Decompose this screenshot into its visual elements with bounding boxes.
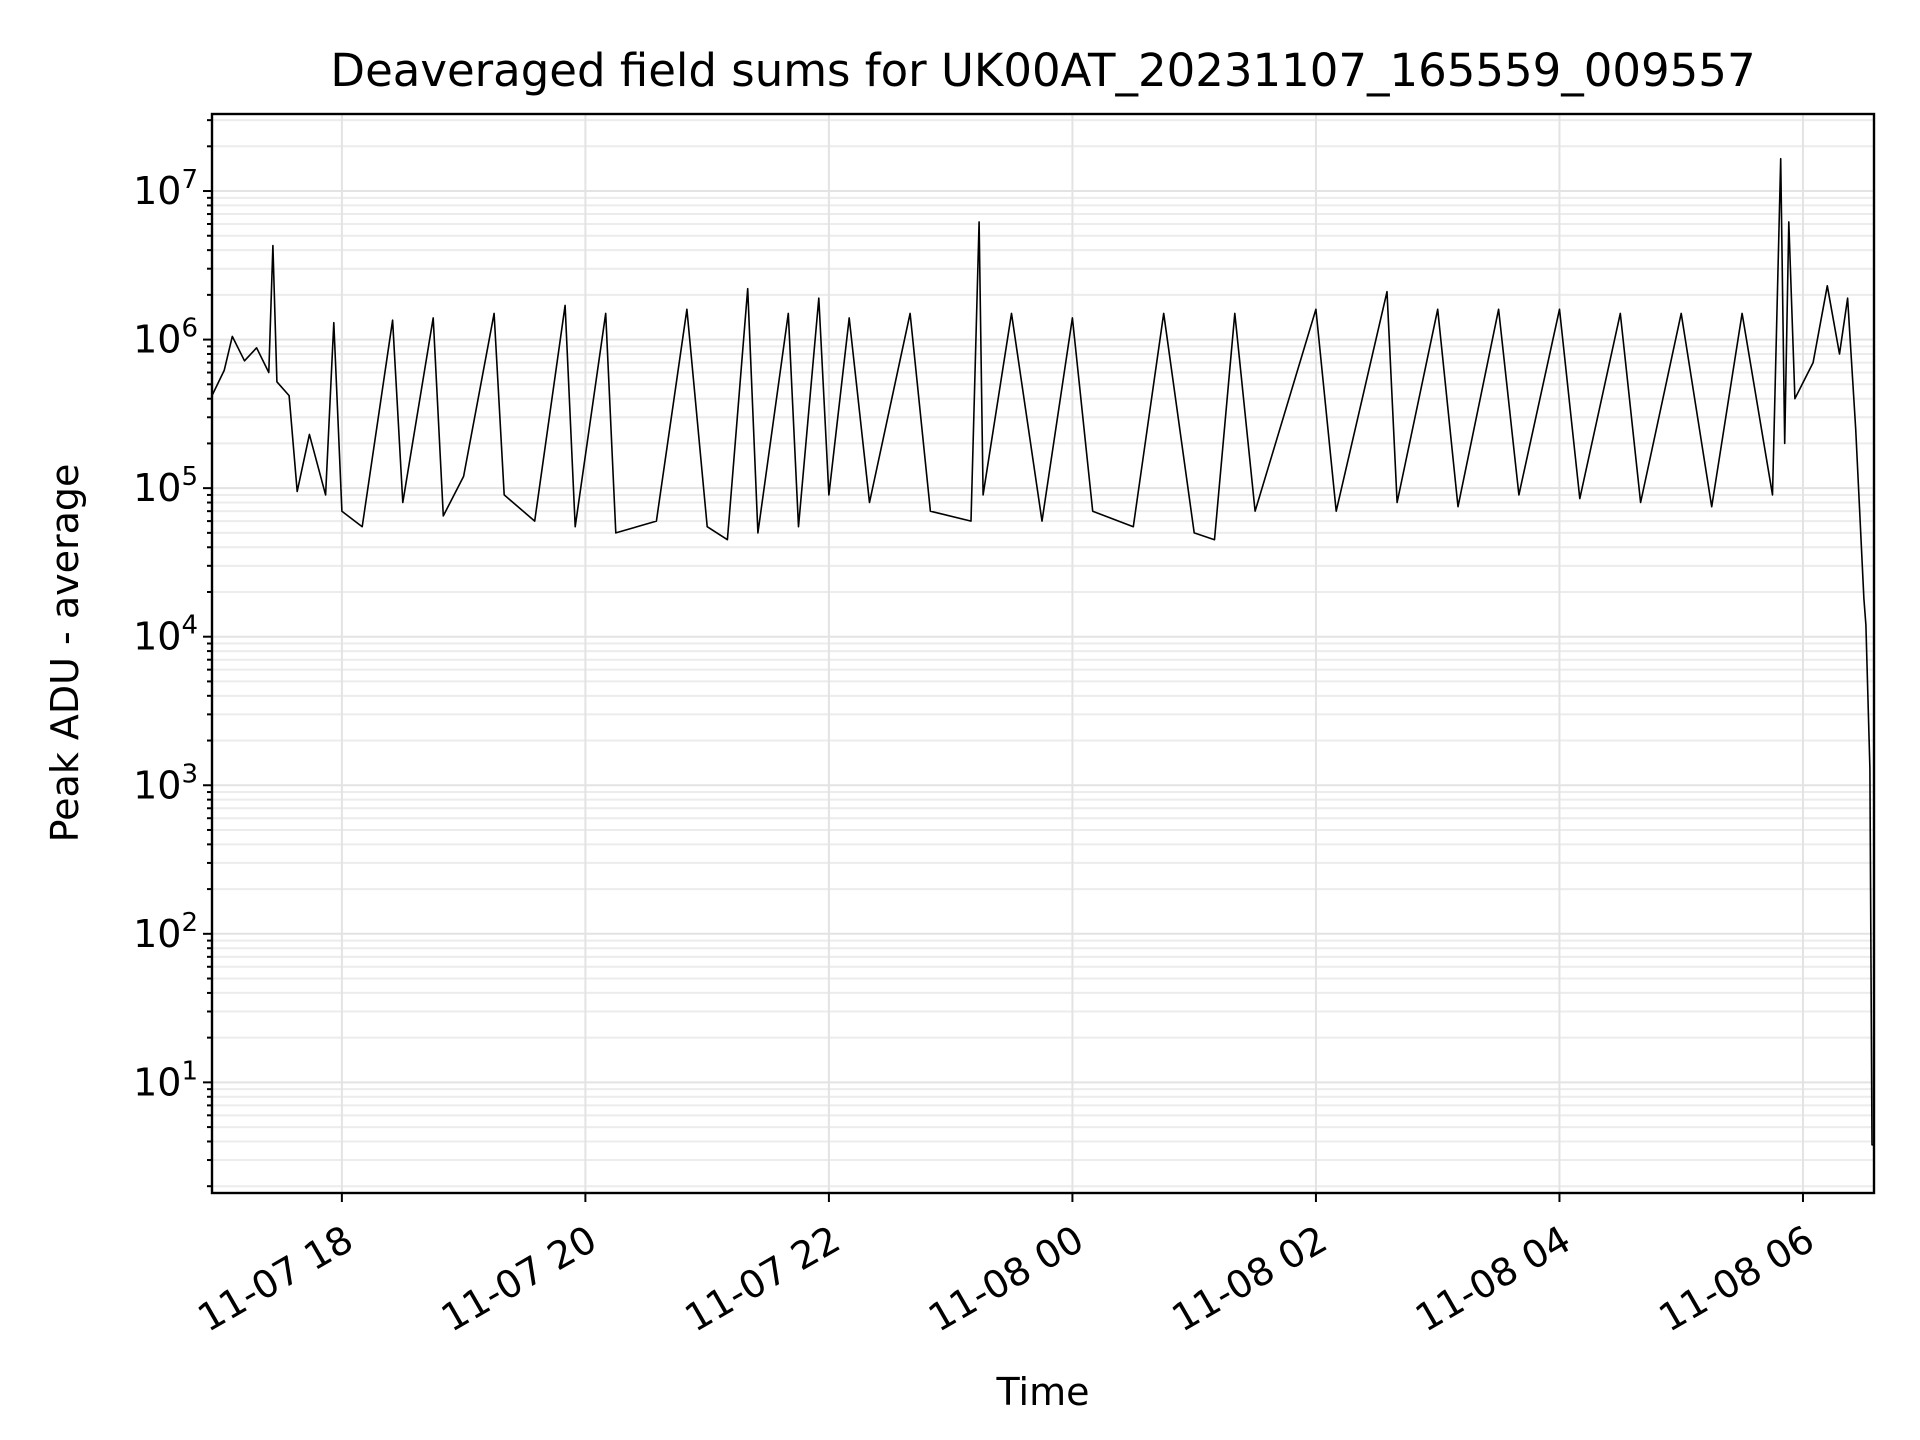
y-tick-exponent: 3	[181, 759, 198, 789]
y-tick-label: 106	[133, 314, 198, 362]
y-tick-label: 102	[133, 908, 198, 956]
y-tick-exponent: 5	[181, 462, 198, 492]
chart-title: Deaveraged field sums for UK00AT_2023110…	[330, 44, 1755, 97]
series-line	[211, 157, 1874, 1146]
y-tick-label: 107	[133, 165, 198, 213]
y-tick-base: 10	[133, 912, 181, 956]
y-tick-base: 10	[133, 615, 181, 659]
y-tick-exponent: 4	[181, 611, 198, 641]
y-tick-exponent: 2	[181, 908, 198, 938]
plot-frame	[210, 112, 1876, 1195]
y-tick-exponent: 6	[181, 314, 198, 344]
y-tick-base: 10	[133, 763, 181, 807]
y-tick-label: 103	[133, 759, 198, 807]
y-tick-base: 10	[133, 466, 181, 510]
y-tick-label: 104	[133, 611, 198, 659]
y-tick-exponent: 7	[181, 165, 198, 195]
y-tick-base: 10	[133, 1060, 181, 1104]
grid	[212, 114, 1874, 1193]
series-layer	[211, 157, 1874, 1146]
y-axis-label: Peak ADU - average	[43, 464, 87, 843]
y-tick-label: 105	[133, 462, 198, 510]
y-tick-exponent: 1	[181, 1056, 198, 1086]
y-tick-base: 10	[133, 318, 181, 362]
x-axis-label: Time	[996, 1370, 1090, 1414]
y-tick-base: 10	[133, 169, 181, 213]
y-tick-label: 101	[133, 1056, 198, 1104]
